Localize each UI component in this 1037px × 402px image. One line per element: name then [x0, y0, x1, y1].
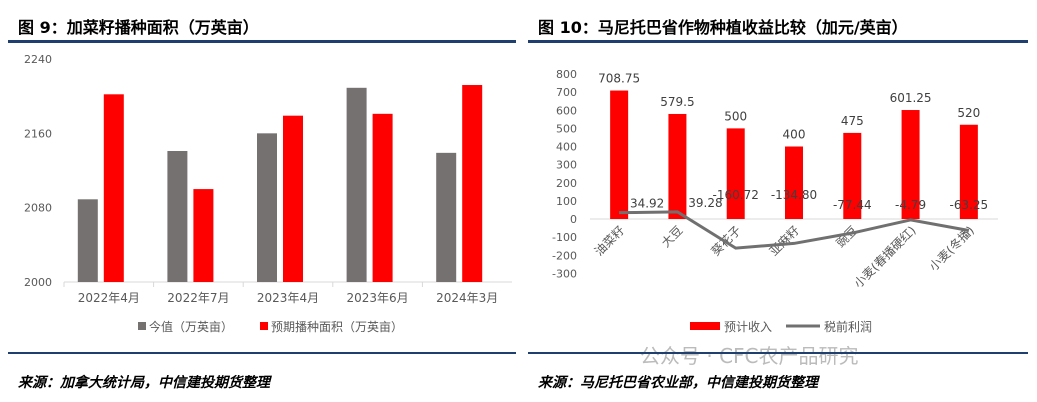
line-data-label: -160.72	[713, 188, 759, 202]
bar-current	[436, 152, 457, 282]
y-tick-label: 100	[556, 195, 577, 208]
x-tick-label: 小麦(春播硬红)	[851, 223, 919, 291]
bar-revenue	[785, 146, 803, 219]
left-bar-chart: 2000 2080 2160 2240 2022年4月 2022年7月 2023年4月 202…	[24, 53, 512, 334]
bar-revenue	[610, 90, 629, 219]
left-source: 来源：加拿大统计局，中信建投期货整理	[18, 375, 270, 391]
legend-label: 预计收入	[724, 320, 772, 334]
bar-current	[346, 87, 367, 282]
y-tick-label: 500	[556, 122, 577, 135]
bar-revenue	[901, 110, 920, 219]
y-tick-label: -300	[552, 267, 577, 280]
line-data-label: -4.79	[895, 198, 926, 212]
bar-revenue	[843, 132, 862, 219]
right-source: 来源：马尼托巴省农业部，中信建投期货整理	[538, 375, 818, 391]
divider	[8, 352, 516, 354]
right-chart-title: 图 10：马尼托巴省作物种植收益比较（加元/英亩）	[538, 18, 908, 37]
y-tick-label: 0	[570, 213, 577, 226]
bar-data-label: 579.5	[660, 95, 694, 109]
y-tick-label: 600	[556, 104, 577, 117]
watermark: 公众号 · CFC农产品研究	[640, 344, 859, 368]
bar-current	[77, 199, 98, 282]
x-tick-label: 油菜籽	[592, 223, 627, 258]
bar-expected	[103, 94, 124, 282]
y-tick-label: -100	[552, 231, 577, 244]
bar-revenue	[726, 128, 745, 219]
bar-expected	[283, 115, 303, 282]
bar-data-label: 601.25	[890, 91, 932, 105]
x-tick-label: 2023年6月	[347, 291, 409, 305]
bar-revenue	[668, 113, 687, 219]
bar-expected	[462, 85, 483, 282]
y-tick-label: 2080	[24, 202, 52, 215]
bar-revenue	[959, 124, 978, 219]
profit-line	[619, 210, 970, 250]
x-tick-label: 2024年3月	[436, 291, 498, 305]
y-tick-label: 200	[556, 177, 577, 190]
divider	[528, 40, 1028, 43]
bar-data-label: 475	[841, 114, 864, 128]
line-data-label: -134.80	[771, 188, 817, 202]
legend-swatch-current	[138, 322, 146, 330]
bar-current	[167, 150, 188, 282]
line-data-label: -77.44	[833, 198, 872, 212]
divider	[528, 352, 1028, 354]
bar-expected	[193, 189, 214, 282]
right-combo-chart: 800 700 600 500 400 300 200 100 0 -100 -200 -300 708…	[552, 68, 998, 334]
legend-label: 今值（万英亩）	[149, 319, 233, 334]
legend-label: 税前利润	[824, 319, 872, 334]
x-tick-label: 小麦(冬播)	[926, 223, 977, 274]
y-tick-label: 300	[556, 159, 577, 172]
bar-data-label: 500	[724, 109, 747, 123]
y-tick-label: 2240	[24, 53, 52, 66]
line-data-label: 39.28	[688, 196, 722, 210]
x-tick-label: 大豆	[659, 223, 686, 250]
line-data-label: -63.25	[950, 198, 989, 212]
bar-current	[257, 133, 277, 282]
bar-data-label: 708.75	[598, 72, 640, 86]
legend-swatch-revenue	[690, 322, 720, 330]
bar-data-label: 400	[783, 128, 806, 142]
x-tick-label: 2023年4月	[257, 291, 319, 305]
left-chart-title: 图 9：加菜籽播种面积（万英亩）	[18, 18, 259, 37]
y-tick-label: 800	[556, 68, 577, 81]
y-tick-label: 700	[556, 86, 577, 99]
x-tick-label: 2022年7月	[167, 291, 229, 305]
y-tick-label: 400	[556, 141, 577, 154]
y-tick-label: 2000	[24, 276, 52, 289]
legend-label: 预期播种面积（万英亩）	[271, 319, 403, 334]
y-tick-label: 2160	[24, 127, 52, 140]
legend-swatch-expected	[260, 322, 268, 330]
divider	[8, 40, 516, 43]
x-tick-label: 亚麻籽	[766, 223, 802, 259]
y-tick-label: -200	[552, 249, 577, 262]
bar-expected	[372, 113, 393, 282]
bar-data-label: 520	[957, 106, 980, 120]
line-data-label: 34.92	[630, 197, 664, 211]
x-tick-label: 2022年4月	[78, 291, 140, 305]
